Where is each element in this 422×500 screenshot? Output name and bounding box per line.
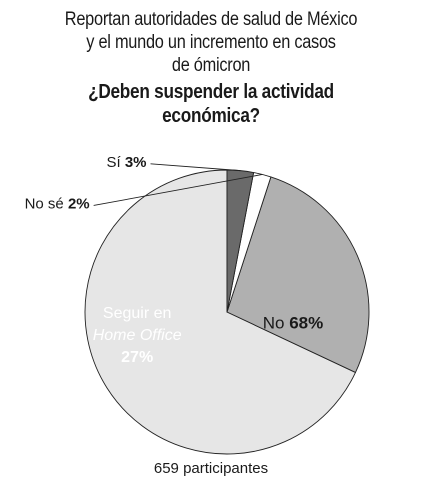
slice-value: 27% (121, 349, 153, 366)
slice-name: No (263, 313, 289, 332)
chart-question-line: ¿Deben suspender la actividad (88, 81, 334, 103)
chart-title-line: Reportan autoridades de salud de México (64, 9, 358, 30)
slice-label-2: No sé 2% (25, 195, 90, 212)
slice-value: 68% (289, 313, 323, 332)
leader-line-3 (150, 163, 241, 172)
slice-value: 3% (125, 154, 147, 171)
chart-title-line: de ómicron (171, 55, 251, 76)
slice-label-0: No 68% (263, 313, 324, 332)
chart-question-line: económica? (162, 105, 260, 127)
chart-header: Reportan autoridades de salud de México … (0, 8, 422, 128)
slice-label-3: Sí 3% (106, 154, 146, 171)
chart-question: ¿Deben suspender la actividad económica? (30, 80, 393, 128)
slice-value: 2% (68, 195, 90, 212)
slice-name: Sí (106, 154, 124, 171)
pie-slice-1 (226, 176, 370, 373)
slice-name: No sé (25, 195, 68, 212)
chart-title: Reportan autoridades de salud de México … (30, 8, 393, 77)
slice-label-1: Seguir en Home Office 27% (93, 305, 182, 366)
participants-count: 659 participantes (153, 460, 269, 477)
leader-line-2 (93, 174, 263, 206)
slice-name-line: Seguir en (103, 305, 172, 322)
slice-name-line: Home Office (93, 327, 182, 344)
chart-title-line: y el mundo un incremento en casos (86, 32, 336, 53)
